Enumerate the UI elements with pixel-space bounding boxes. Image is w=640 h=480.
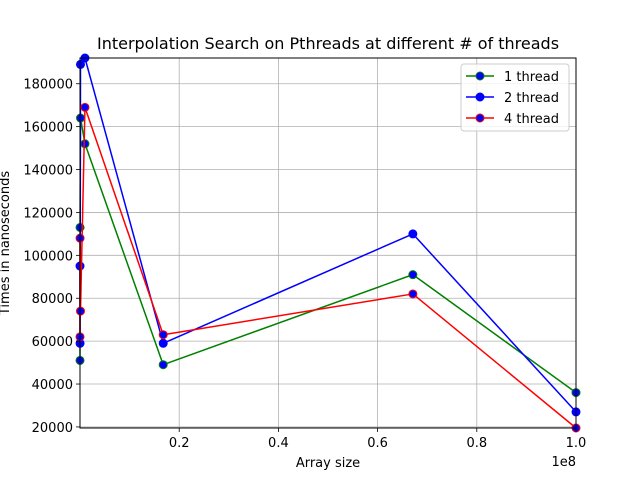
y-tick-label: 160000 [23,121,73,136]
y-tick-label: 180000 [23,78,73,93]
chart-title: Interpolation Search on Pthreads at diff… [97,34,559,53]
y-tick-label: 120000 [23,206,73,221]
data-point [158,338,168,348]
y-tick-label: 60000 [32,335,73,350]
legend-frame [460,63,570,132]
data-point [408,229,418,239]
legend-marker [475,71,485,81]
data-point [158,360,168,370]
data-point [158,330,168,340]
legend-label: 4 thread [504,112,559,127]
y-axis: 20000 40000 60000 80000 100000 120000 140000 16… [23,78,80,436]
y-tick-label: 20000 [32,421,73,436]
x-tick-label: 0.8 [466,436,487,451]
x-tick-label: 1.0 [566,436,587,451]
legend-label: 2 thread [504,91,559,106]
legend-items: 1 thread 2 thread 4 thread [466,70,559,127]
y-axis-title: Times in nanoseconds [0,171,13,316]
x-axis-offset-label: 1e8 [551,455,576,470]
y-tick-label: 100000 [23,249,73,264]
x-axis: 0.2 0.4 0.6 0.8 1.0 [169,428,586,451]
y-tick-label: 140000 [23,164,73,179]
y-tick-label: 80000 [32,292,73,307]
x-tick-label: 0.6 [367,436,388,451]
legend: 1 thread 2 thread 4 thread [460,63,570,132]
data-point [408,289,418,299]
x-axis-title: Array size [296,456,360,471]
legend-marker [475,113,485,123]
x-tick-label: 0.2 [169,436,190,451]
legend-marker [475,92,485,102]
x-tick-label: 0.4 [268,436,289,451]
data-point [408,270,418,280]
plot-frame [79,57,577,429]
y-tick-label: 40000 [32,378,73,393]
data-point [80,102,90,112]
legend-label: 1 thread [504,70,559,85]
